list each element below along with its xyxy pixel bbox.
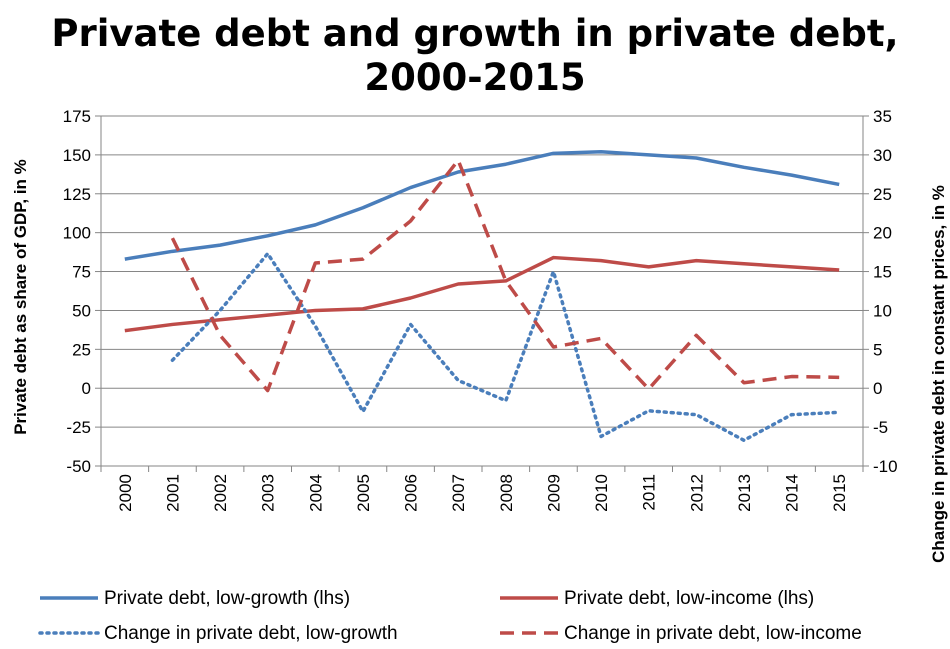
right-tick-label-9: 35 bbox=[873, 107, 892, 126]
left-tick-label-4: 50 bbox=[72, 301, 91, 320]
right-tick-label-1: -5 bbox=[873, 418, 888, 437]
left-tick-label-8: 150 bbox=[63, 146, 91, 165]
series-line-1 bbox=[124, 255, 840, 333]
right-tick-label-8: 30 bbox=[873, 146, 892, 165]
x-tick-label-2001: 2001 bbox=[163, 474, 182, 512]
x-tick-label-2014: 2014 bbox=[783, 474, 802, 512]
legend: Private debt, low-growth (lhs) Private de… bbox=[38, 588, 862, 644]
y-axis-label-left: Private debt as share of GDP, in % bbox=[11, 159, 30, 435]
left-tick-label-0: -50 bbox=[66, 457, 91, 476]
x-tick-label-2009: 2009 bbox=[544, 474, 563, 512]
gridlines bbox=[100, 115, 864, 467]
legend-label-0: Private debt, low-growth (lhs) bbox=[104, 588, 350, 609]
series-line-2 bbox=[170, 251, 841, 443]
left-tick-label-1: -25 bbox=[66, 418, 91, 437]
x-tick-label-2006: 2006 bbox=[402, 474, 421, 512]
x-tick-label-2003: 2003 bbox=[259, 474, 278, 512]
x-tick-label-2008: 2008 bbox=[497, 474, 516, 512]
chart-title-line1: Private debt and growth in private debt, bbox=[51, 12, 898, 55]
x-tick-label-2015: 2015 bbox=[830, 474, 849, 512]
left-tick-label-2: 0 bbox=[82, 379, 91, 398]
x-tick-label-2005: 2005 bbox=[354, 474, 373, 512]
x-tick-label-2010: 2010 bbox=[592, 474, 611, 512]
right-tick-label-3: 5 bbox=[873, 340, 882, 359]
x-tick-label-2013: 2013 bbox=[735, 474, 754, 512]
series-lines bbox=[124, 150, 841, 443]
right-tick-label-4: 10 bbox=[873, 301, 892, 320]
left-axis-ticks: -50 -25 0 25 50 75 100 125 150 175 bbox=[63, 107, 101, 476]
series-line-3 bbox=[170, 158, 840, 393]
x-tick-label-2007: 2007 bbox=[449, 474, 468, 512]
right-tick-label-6: 20 bbox=[873, 224, 892, 243]
x-tick-label-2012: 2012 bbox=[687, 474, 706, 512]
series-line-0 bbox=[124, 150, 840, 261]
left-tick-label-9: 175 bbox=[63, 107, 91, 126]
right-tick-label-5: 15 bbox=[873, 263, 892, 282]
x-tick-label-2000: 2000 bbox=[116, 474, 135, 512]
x-tick-label-2011: 2011 bbox=[640, 474, 659, 511]
y-axis-label-right: Change in private debt in constant price… bbox=[929, 185, 948, 563]
left-tick-label-5: 75 bbox=[72, 263, 91, 282]
chart-title-line2: 2000-2015 bbox=[364, 56, 585, 99]
legend-label-3: Change in private debt, low-income bbox=[564, 623, 862, 644]
legend-label-2: Change in private debt, low-growth bbox=[104, 623, 398, 644]
left-tick-label-7: 125 bbox=[63, 185, 91, 204]
left-tick-label-6: 100 bbox=[63, 224, 91, 243]
x-axis-ticks: 2000 2001 2002 2003 2004 2005 2006 2007 2008 2009… bbox=[100, 466, 864, 512]
legend-label-1: Private debt, low-income (lhs) bbox=[564, 588, 814, 609]
right-axis-ticks: -10 -5 0 5 10 15 20 25 30 35 bbox=[863, 107, 898, 476]
right-tick-label-0: -10 bbox=[873, 457, 898, 476]
right-tick-label-2: 0 bbox=[873, 379, 882, 398]
x-tick-label-2002: 2002 bbox=[211, 474, 230, 512]
left-tick-label-3: 25 bbox=[72, 340, 91, 359]
x-tick-label-2004: 2004 bbox=[306, 474, 325, 512]
right-tick-label-7: 25 bbox=[873, 185, 892, 204]
